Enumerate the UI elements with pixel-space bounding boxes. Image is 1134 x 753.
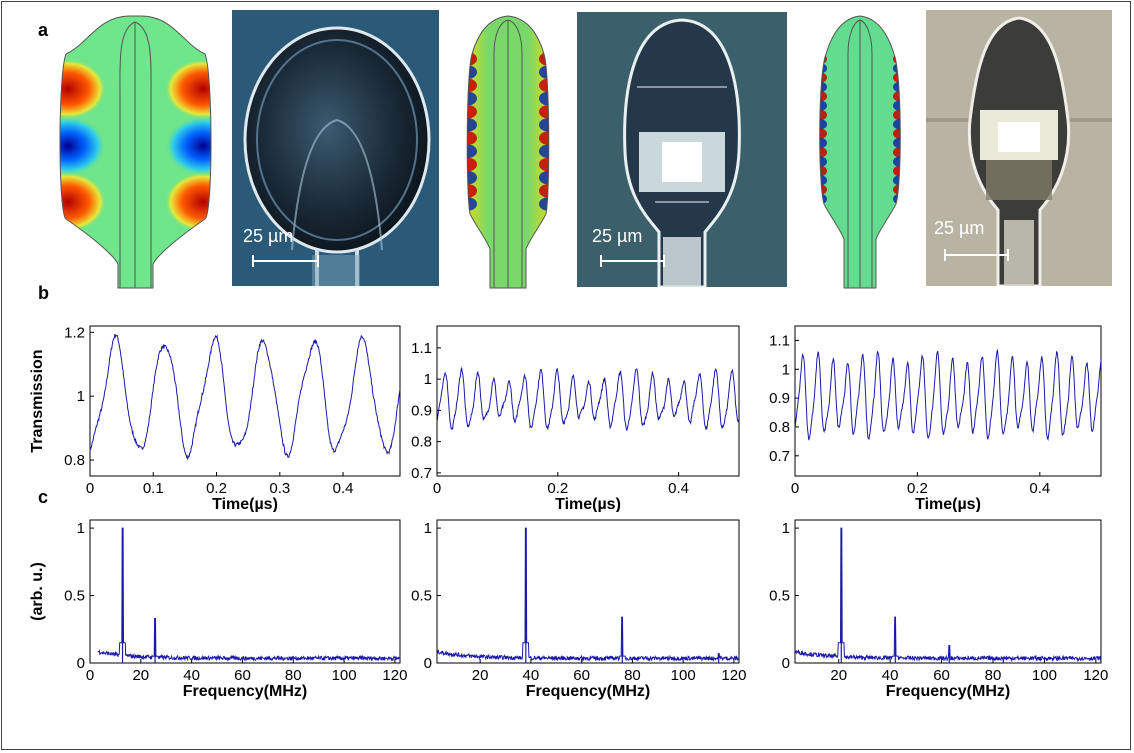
y-tick-label: 1.2	[64, 324, 85, 341]
x-tick-label: 0.4	[668, 480, 689, 497]
x-tick-label: 60	[234, 667, 251, 684]
x-tick-label: 100	[671, 667, 696, 684]
y-tick-label: 0.8	[64, 452, 85, 469]
scale-bar-tick	[252, 255, 254, 267]
scale-bar-line-2	[601, 260, 664, 262]
y-tick-label: 0.7	[411, 465, 432, 482]
scale-bar-tick	[944, 249, 946, 261]
scale-bar-tick	[663, 255, 665, 267]
y-axis-label: Transmission	[30, 349, 46, 452]
x-axis-label: Time(µs)	[555, 496, 621, 512]
x-tick-label: 80	[285, 667, 302, 684]
x-tick-label: 0	[791, 480, 799, 497]
scale-bar-line-3	[945, 254, 1008, 256]
data-series-line	[437, 368, 739, 431]
chart-time-trace-1: 0 0.1 0.2 0.3 0.4 0.8 1 1.2 Time(µs) Transmission	[30, 312, 410, 512]
scale-bar-tick	[317, 255, 319, 267]
chart-spectrum-1: 0 20 40 60 80 100 120 0 0.5 1 Frequency(MHz) (arb. …	[30, 512, 410, 712]
chart-svg: 20 40 60 80 100 120 0 0.5 1 Frequency(MHz)	[395, 512, 755, 712]
y-tick-label: 0.5	[769, 588, 790, 605]
x-tick-label: 100	[332, 667, 357, 684]
x-tick-label: 0	[86, 480, 94, 497]
scale-bar-tick	[600, 255, 602, 267]
data-series-line	[437, 528, 739, 660]
chart-time-trace-2: 0 0.2 0.4 0.7 0.8 0.9 1 1.1 Time(µs)	[395, 312, 755, 512]
y-tick-label: 0	[77, 655, 85, 672]
x-tick-label: 40	[523, 667, 540, 684]
y-tick-label: 1.1	[769, 332, 790, 349]
y-axis-label: (arb. u.)	[30, 562, 46, 621]
x-tick-label: 20	[472, 667, 489, 684]
plot-area	[437, 520, 739, 663]
x-tick-label: 40	[882, 667, 899, 684]
x-tick-label: 80	[624, 667, 641, 684]
y-tick-label: 0.9	[769, 390, 790, 407]
y-tick-label: 0.5	[64, 588, 85, 605]
scale-bar-tick	[1007, 249, 1009, 261]
x-tick-label: 20	[132, 667, 149, 684]
x-tick-label: 60	[573, 667, 590, 684]
y-tick-label: 1	[77, 520, 85, 537]
x-tick-label: 40	[183, 667, 200, 684]
y-tick-label: 0.7	[769, 448, 790, 465]
plot-area	[90, 520, 400, 663]
y-tick-label: 0.5	[411, 588, 432, 605]
y-tick-label: 1	[424, 371, 432, 388]
y-tick-label: 0.8	[769, 419, 790, 436]
data-series-line	[795, 350, 1101, 440]
x-tick-label: 0.1	[143, 480, 164, 497]
x-tick-label: 100	[1032, 667, 1057, 684]
data-series-line	[90, 334, 400, 459]
y-tick-label: 0	[782, 655, 790, 672]
x-tick-label: 60	[933, 667, 950, 684]
y-tick-label: 1	[77, 388, 85, 405]
chart-svg: 0 0.2 0.4 0.7 0.8 0.9 1 1.1 Time(µs)	[750, 312, 1120, 512]
mode-simulation-2	[458, 14, 558, 289]
scale-bar-label-1: 25 µm	[243, 226, 293, 247]
mode-simulation-3	[812, 14, 908, 289]
plot-area	[90, 326, 400, 476]
x-tick-label: 0.2	[547, 480, 568, 497]
chart-spectrum-2: 20 40 60 80 100 120 0 0.5 1 Frequency(MHz)	[395, 512, 755, 712]
y-tick-label: 1	[782, 361, 790, 378]
x-tick-label: 0.4	[333, 480, 354, 497]
panel-label-b: b	[38, 283, 49, 304]
x-tick-label: 80	[985, 667, 1002, 684]
y-tick-label: 0.9	[411, 402, 432, 419]
x-tick-label: 0.3	[269, 480, 290, 497]
data-series-line	[98, 528, 400, 660]
chart-svg: 20 40 60 80 100 120 0 0.5 1 Frequency(MHz)	[750, 512, 1120, 712]
scale-bar-label-3: 25 µm	[934, 218, 984, 239]
y-tick-label: 0	[424, 655, 432, 672]
chart-svg: 0 0.1 0.2 0.3 0.4 0.8 1 1.2 Time(µs) Transmission	[30, 312, 410, 512]
plot-area	[795, 326, 1101, 476]
chart-svg: 0 0.2 0.4 0.7 0.8 0.9 1 1.1 Time(µs)	[395, 312, 755, 512]
x-axis-label: Frequency(MHz)	[886, 683, 1010, 700]
y-tick-label: 1	[782, 520, 790, 537]
x-tick-label: 0.2	[907, 480, 928, 497]
y-tick-label: 0.8	[411, 434, 432, 451]
x-axis-label: Time(µs)	[915, 496, 981, 512]
x-tick-label: 120	[721, 667, 746, 684]
x-tick-label: 0.4	[1029, 480, 1050, 497]
panel-label-a: a	[38, 20, 48, 41]
scale-bar-line-1	[253, 260, 318, 262]
x-tick-label: 20	[830, 667, 847, 684]
y-tick-label: 1	[424, 520, 432, 537]
x-tick-label: 120	[1083, 667, 1108, 684]
chart-time-trace-3: 0 0.2 0.4 0.7 0.8 0.9 1 1.1 Time(µs)	[750, 312, 1120, 512]
x-tick-label: 0	[86, 667, 94, 684]
micrograph-3	[926, 10, 1112, 286]
x-axis-label: Frequency(MHz)	[526, 683, 650, 700]
x-axis-label: Time(µs)	[212, 496, 278, 512]
mode-simulation-1	[58, 14, 213, 289]
x-axis-label: Frequency(MHz)	[183, 683, 307, 700]
x-tick-label: 0.2	[206, 480, 227, 497]
y-tick-label: 1.1	[411, 340, 432, 357]
x-tick-label: 0	[433, 480, 441, 497]
chart-svg: 0 20 40 60 80 100 120 0 0.5 1 Frequency(MHz) (arb. …	[30, 512, 410, 712]
chart-spectrum-3: 20 40 60 80 100 120 0 0.5 1 Frequency(MHz)	[750, 512, 1120, 712]
scale-bar-label-2: 25 µm	[592, 226, 642, 247]
